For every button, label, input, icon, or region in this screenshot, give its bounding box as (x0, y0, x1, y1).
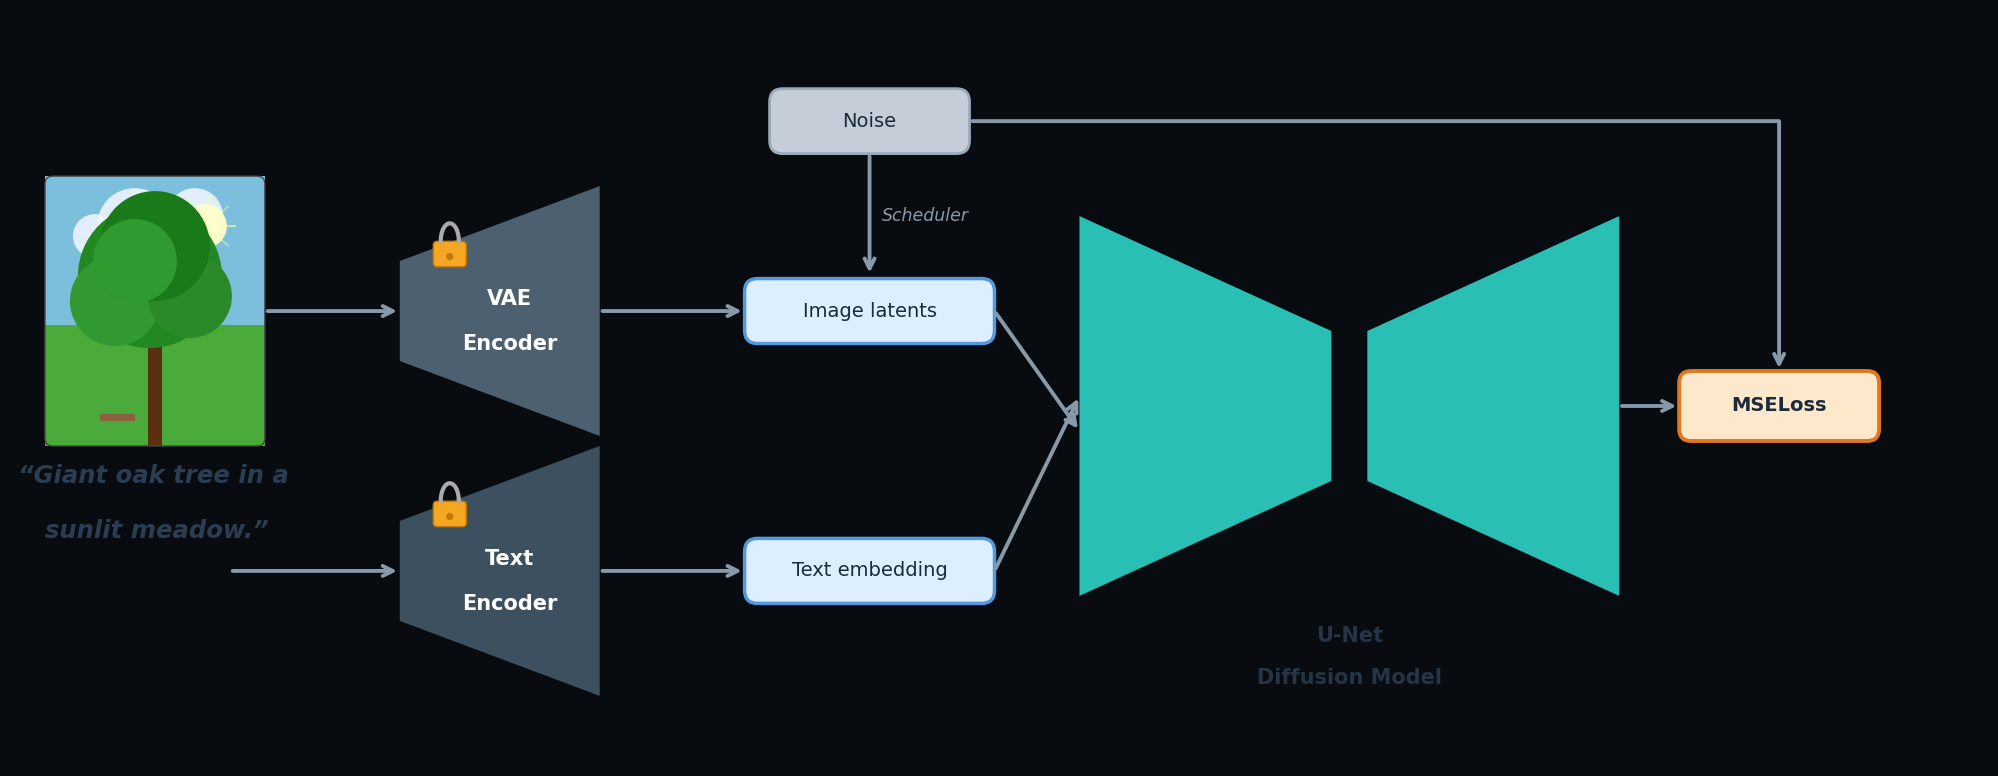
FancyBboxPatch shape (44, 176, 266, 324)
Polygon shape (1079, 216, 1331, 596)
Circle shape (168, 188, 224, 244)
Circle shape (182, 204, 226, 248)
Polygon shape (1367, 216, 1618, 596)
FancyBboxPatch shape (148, 311, 162, 446)
Circle shape (94, 219, 178, 303)
Text: “Giant oak tree in a: “Giant oak tree in a (18, 464, 290, 488)
Circle shape (70, 256, 160, 346)
Circle shape (446, 253, 454, 260)
Text: VAE: VAE (488, 289, 531, 309)
Text: Diffusion Model: Diffusion Model (1257, 668, 1441, 688)
FancyBboxPatch shape (100, 414, 136, 421)
Circle shape (78, 204, 222, 348)
FancyBboxPatch shape (743, 279, 995, 344)
FancyBboxPatch shape (1678, 371, 1878, 441)
Circle shape (100, 191, 210, 301)
FancyBboxPatch shape (434, 241, 466, 267)
Polygon shape (400, 186, 599, 436)
Text: MSELoss: MSELoss (1730, 397, 1826, 415)
Text: Noise: Noise (841, 112, 897, 130)
Text: Encoder: Encoder (462, 594, 557, 614)
Text: Text embedding: Text embedding (791, 561, 947, 580)
Circle shape (74, 214, 118, 258)
Text: Image latents: Image latents (801, 302, 937, 320)
Text: Scheduler: Scheduler (881, 207, 969, 225)
Text: Encoder: Encoder (462, 334, 557, 354)
Circle shape (446, 513, 454, 520)
Polygon shape (400, 446, 599, 696)
Text: U-Net: U-Net (1315, 626, 1383, 646)
FancyBboxPatch shape (743, 539, 995, 604)
FancyBboxPatch shape (769, 88, 969, 154)
Text: Text: Text (486, 549, 533, 569)
Circle shape (148, 254, 232, 338)
FancyBboxPatch shape (434, 501, 466, 527)
FancyBboxPatch shape (44, 324, 266, 446)
Text: sunlit meadow.”: sunlit meadow.” (46, 519, 268, 543)
Circle shape (98, 188, 174, 264)
